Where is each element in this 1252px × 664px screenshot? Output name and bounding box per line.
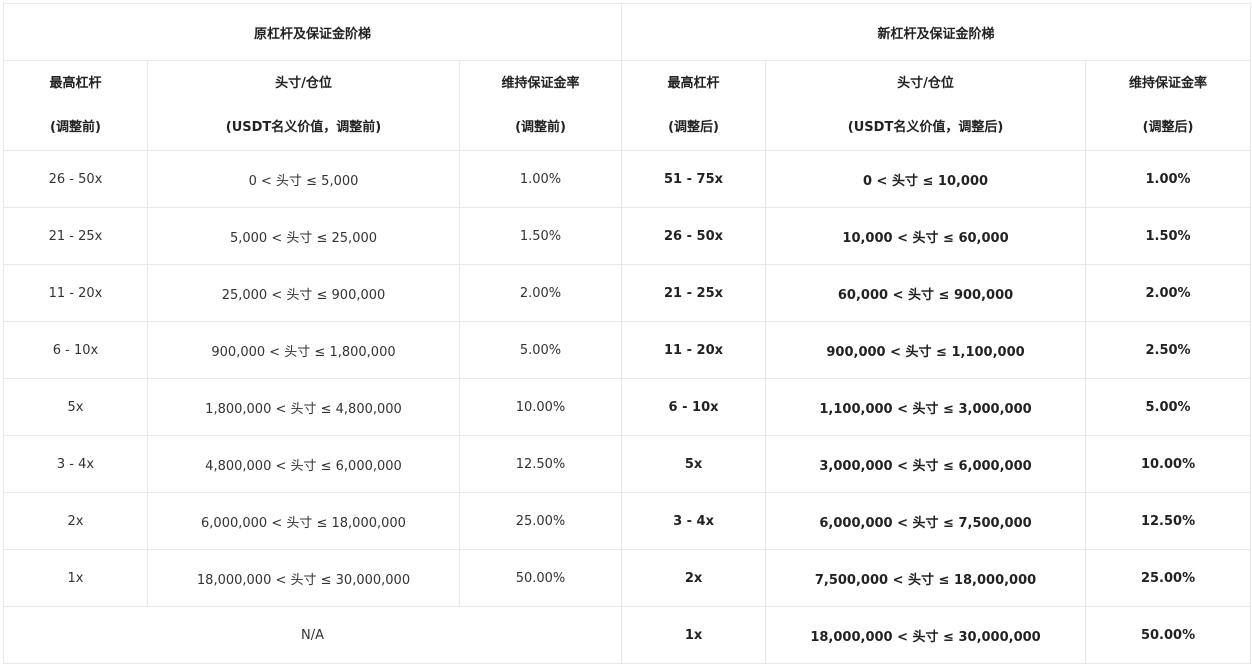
new-max-leverage-cell: 1x: [621, 606, 767, 664]
new-position-range-cell: 7,500,000 < 头寸 ≤ 18,000,000: [765, 549, 1087, 607]
new-maintenance-margin-rate-header: 维持保证金率 (调整后): [1085, 60, 1252, 151]
header-line2: (USDT名义价值，调整前): [225, 119, 382, 135]
old-position-range-cell: 900,000 < 头寸 ≤ 1,800,000: [147, 321, 460, 379]
old-position-range-cell: 25,000 < 头寸 ≤ 900,000: [147, 264, 460, 322]
header-line2: (调整前): [515, 119, 566, 135]
new-max-leverage-cell: 2x: [621, 549, 767, 607]
new-maintenance-margin-rate-cell: 1.50%: [1085, 207, 1252, 265]
new-maintenance-margin-rate-cell: 12.50%: [1085, 492, 1252, 550]
table-row: 2x 6,000,000 < 头寸 ≤ 18,000,000 25.00% 3 - 4…: [3, 492, 1252, 550]
old-max-leverage-cell: 11 - 20x: [3, 264, 148, 322]
old-maintenance-margin-rate-cell: 1.50%: [458, 207, 623, 265]
old-max-leverage-cell: 1x: [3, 549, 148, 607]
new-max-leverage-cell: 26 - 50x: [621, 207, 767, 265]
old-max-leverage-cell: 21 - 25x: [3, 207, 148, 265]
old-maintenance-margin-rate-cell: 12.50%: [458, 435, 623, 493]
new-position-range-cell: 3,000,000 < 头寸 ≤ 6,000,000: [765, 435, 1087, 493]
old-maintenance-margin-rate-header: 维持保证金率 (调整前): [458, 60, 623, 151]
new-maintenance-margin-rate-cell: 2.00%: [1085, 264, 1252, 322]
old-position-range-cell: 18,000,000 < 头寸 ≤ 30,000,000: [147, 549, 460, 607]
old-maintenance-margin-rate-cell: 50.00%: [458, 549, 623, 607]
old-max-leverage-cell: 3 - 4x: [3, 435, 148, 493]
old-max-leverage-header: 最高杠杆 (调整前): [3, 60, 148, 151]
old-maintenance-margin-rate-cell: 25.00%: [458, 492, 623, 550]
header-line2: (调整前): [50, 119, 101, 135]
table-row: 3 - 4x 4,800,000 < 头寸 ≤ 6,000,000 12.50% 5x…: [3, 435, 1252, 493]
table-row: 1x 18,000,000 < 头寸 ≤ 30,000,000 50.00% 2x 7,…: [3, 549, 1252, 607]
old-max-leverage-cell: 5x: [3, 378, 148, 436]
new-max-leverage-cell: 21 - 25x: [621, 264, 767, 322]
header-line2: (调整后): [1142, 119, 1194, 135]
new-max-leverage-cell: 11 - 20x: [621, 321, 767, 379]
new-position-range-cell: 1,100,000 < 头寸 ≤ 3,000,000: [765, 378, 1087, 436]
old-maintenance-margin-rate-cell: 2.00%: [458, 264, 623, 322]
leverage-margin-table: 原杠杆及保证金阶梯 新杠杆及保证金阶梯 最高杠杆 (调整前) 头寸/仓位 (USDT名…: [2, 3, 1252, 664]
new-max-leverage-cell: 5x: [621, 435, 767, 493]
new-position-range-cell: 900,000 < 头寸 ≤ 1,100,000: [765, 321, 1087, 379]
old-position-range-header: 头寸/仓位 (USDT名义价值，调整前): [147, 60, 460, 151]
new-maintenance-margin-rate-cell: 1.00%: [1085, 150, 1252, 208]
new-position-range-cell: 6,000,000 < 头寸 ≤ 7,500,000: [765, 492, 1087, 550]
old-max-leverage-cell: 26 - 50x: [3, 150, 148, 208]
new-max-leverage-header: 最高杠杆 (调整后): [621, 60, 767, 151]
table-row: 26 - 50x 0 < 头寸 ≤ 5,000 1.00% 51 - 75x 0 < 头…: [3, 150, 1252, 208]
header-line1: 头寸/仓位: [275, 75, 332, 91]
table-row: 5x 1,800,000 < 头寸 ≤ 4,800,000 10.00% 6 - 10…: [3, 378, 1252, 436]
new-maintenance-margin-rate-cell: 2.50%: [1085, 321, 1252, 379]
header-line1: 维持保证金率: [501, 75, 580, 91]
new-maintenance-margin-rate-cell: 50.00%: [1085, 606, 1252, 664]
old-position-range-cell: 1,800,000 < 头寸 ≤ 4,800,000: [147, 378, 460, 436]
new-max-leverage-cell: 6 - 10x: [621, 378, 767, 436]
column-header-row: 最高杠杆 (调整前) 头寸/仓位 (USDT名义价值，调整前) 维持保证金率 (调整前) 最…: [3, 60, 1252, 151]
old-position-range-cell: 5,000 < 头寸 ≤ 25,000: [147, 207, 460, 265]
group-header-row: 原杠杆及保证金阶梯 新杠杆及保证金阶梯: [2, 3, 1252, 61]
old-maintenance-margin-rate-cell: 5.00%: [458, 321, 623, 379]
new-position-range-cell: 18,000,000 < 头寸 ≤ 30,000,000: [765, 606, 1087, 664]
new-group-header: 新杠杆及保证金阶梯: [621, 3, 1252, 61]
new-maintenance-margin-rate-cell: 25.00%: [1085, 549, 1252, 607]
old-group-header: 原杠杆及保证金阶梯: [2, 3, 623, 61]
new-max-leverage-cell: 3 - 4x: [621, 492, 767, 550]
new-maintenance-margin-rate-cell: 5.00%: [1085, 378, 1252, 436]
header-line2: (USDT名义价值，调整后): [847, 119, 1004, 135]
table-row: 21 - 25x 5,000 < 头寸 ≤ 25,000 1.50% 26 - 50x…: [3, 207, 1252, 265]
table-row: N/A 1x 18,000,000 < 头寸 ≤ 30,000,000 50.00%: [2, 606, 1252, 664]
header-line1: 最高杠杆: [49, 75, 102, 91]
header-line2: (调整后): [668, 119, 719, 135]
old-position-range-cell: 0 < 头寸 ≤ 5,000: [147, 150, 460, 208]
new-maintenance-margin-rate-cell: 10.00%: [1085, 435, 1252, 493]
header-line1: 维持保证金率: [1129, 75, 1208, 91]
old-na-cell: N/A: [2, 606, 623, 664]
old-maintenance-margin-rate-cell: 10.00%: [458, 378, 623, 436]
new-position-range-cell: 10,000 < 头寸 ≤ 60,000: [765, 207, 1087, 265]
old-max-leverage-cell: 6 - 10x: [3, 321, 148, 379]
table-row: 6 - 10x 900,000 < 头寸 ≤ 1,800,000 5.00% 11 -…: [3, 321, 1252, 379]
old-maintenance-margin-rate-cell: 1.00%: [458, 150, 623, 208]
old-position-range-cell: 6,000,000 < 头寸 ≤ 18,000,000: [147, 492, 460, 550]
header-line1: 头寸/仓位: [897, 75, 954, 91]
old-max-leverage-cell: 2x: [3, 492, 148, 550]
table-row: 11 - 20x 25,000 < 头寸 ≤ 900,000 2.00% 21 - 2…: [3, 264, 1252, 322]
new-position-range-cell: 0 < 头寸 ≤ 10,000: [765, 150, 1087, 208]
old-position-range-cell: 4,800,000 < 头寸 ≤ 6,000,000: [147, 435, 460, 493]
new-max-leverage-cell: 51 - 75x: [621, 150, 767, 208]
header-line1: 最高杠杆: [667, 75, 720, 91]
new-position-range-header: 头寸/仓位 (USDT名义价值，调整后): [765, 60, 1087, 151]
new-position-range-cell: 60,000 < 头寸 ≤ 900,000: [765, 264, 1087, 322]
